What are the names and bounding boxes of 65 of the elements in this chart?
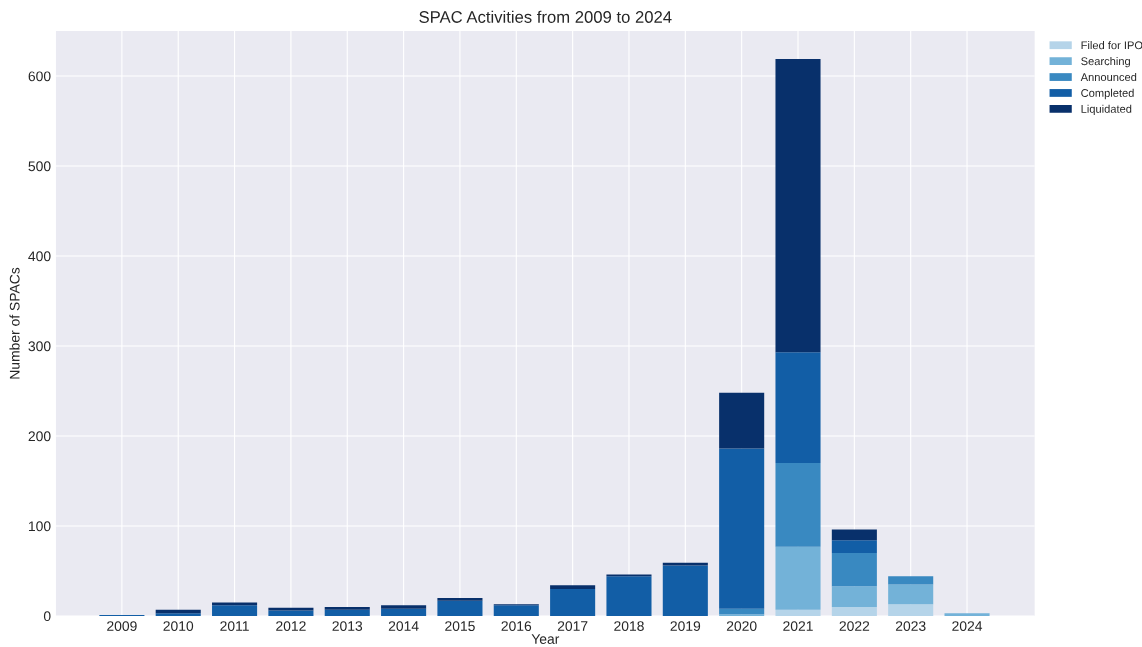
x-tick-label: 2020 bbox=[726, 621, 757, 632]
x-tick-label: 2023 bbox=[895, 621, 926, 632]
bar bbox=[775, 352, 821, 463]
x-tick-label: 2015 bbox=[445, 621, 475, 632]
legend-label: Liquidated bbox=[1081, 104, 1132, 116]
x-tick-label: 2024 bbox=[952, 621, 983, 632]
bar bbox=[944, 613, 990, 616]
y-tick-label: 300 bbox=[28, 341, 51, 352]
bar bbox=[437, 597, 483, 601]
bar bbox=[212, 605, 258, 616]
x-tick-label: 2012 bbox=[276, 621, 306, 632]
bar bbox=[775, 58, 821, 353]
bar bbox=[324, 609, 370, 616]
chart-title: SPAC Activities from 2009 to 2024 bbox=[419, 10, 672, 23]
bar bbox=[381, 605, 427, 609]
x-tick-label: 2022 bbox=[839, 621, 870, 632]
bar bbox=[550, 585, 596, 589]
y-tick-label: 0 bbox=[43, 611, 51, 622]
bar bbox=[437, 600, 483, 616]
bar bbox=[719, 392, 765, 449]
bar bbox=[550, 588, 596, 616]
x-tick-label: 2009 bbox=[107, 621, 137, 632]
bar bbox=[888, 584, 934, 605]
legend-label: Searching bbox=[1081, 56, 1130, 68]
bar bbox=[606, 576, 652, 616]
y-axis-title: Number of SPACs bbox=[9, 267, 20, 379]
bar bbox=[155, 613, 201, 616]
y-tick-label: 200 bbox=[28, 431, 51, 442]
bar bbox=[268, 607, 314, 611]
bar bbox=[324, 606, 370, 610]
legend-label: Completed bbox=[1081, 88, 1134, 100]
y-tick-label: 600 bbox=[28, 71, 51, 82]
bar bbox=[775, 462, 821, 547]
bar bbox=[719, 608, 765, 615]
bar bbox=[719, 448, 765, 609]
x-tick-label: 2014 bbox=[388, 621, 419, 632]
y-tick-label: 100 bbox=[28, 521, 51, 532]
y-tick-label: 400 bbox=[28, 251, 51, 262]
bar bbox=[493, 605, 539, 616]
bar bbox=[775, 609, 821, 616]
legend-label: Announced bbox=[1080, 72, 1137, 82]
legend-label: Filed for IPO bbox=[1081, 41, 1142, 50]
bar bbox=[775, 546, 821, 610]
bar bbox=[831, 606, 877, 616]
bar bbox=[831, 540, 877, 553]
x-axis-title: Year bbox=[531, 634, 560, 644]
bar bbox=[831, 552, 877, 587]
x-tick-label: 2021 bbox=[783, 621, 813, 632]
x-tick-label: 2010 bbox=[163, 621, 194, 632]
x-tick-label: 2018 bbox=[614, 621, 644, 632]
bar bbox=[381, 608, 427, 616]
bar bbox=[831, 529, 877, 541]
x-tick-label: 2019 bbox=[670, 621, 701, 632]
bar bbox=[831, 586, 877, 607]
bar bbox=[888, 604, 934, 616]
y-tick-label: 500 bbox=[28, 161, 51, 172]
x-tick-label: 2011 bbox=[220, 621, 249, 632]
x-tick-label: 2017 bbox=[557, 621, 588, 632]
bar bbox=[888, 576, 934, 585]
x-tick-label: 2013 bbox=[332, 621, 363, 632]
x-tick-label: 2016 bbox=[501, 621, 532, 632]
bar bbox=[662, 562, 708, 566]
bar bbox=[212, 602, 258, 606]
bar bbox=[662, 565, 708, 616]
bar bbox=[268, 610, 314, 616]
